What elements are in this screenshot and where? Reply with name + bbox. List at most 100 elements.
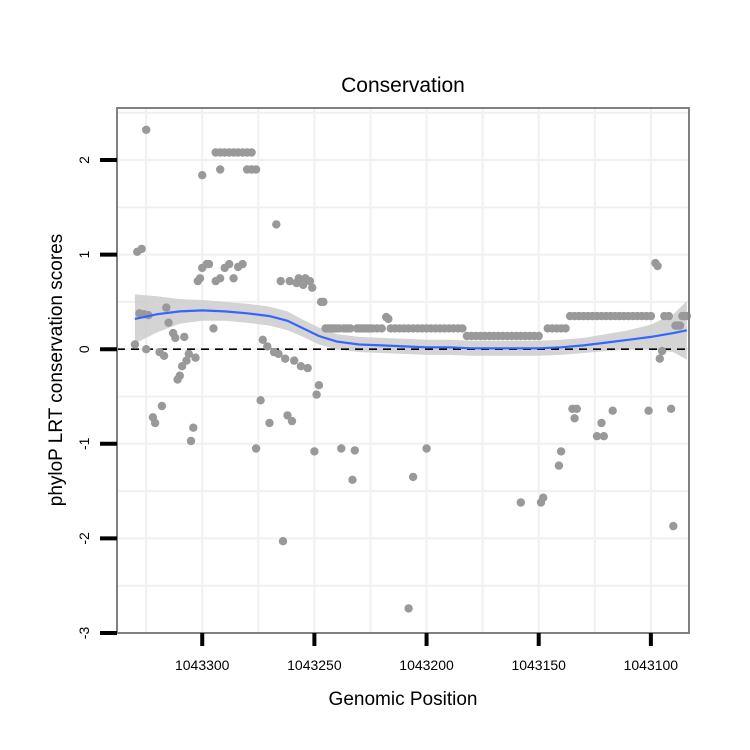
smooth-line-layer [134, 309, 688, 350]
data-point [258, 335, 267, 344]
data-point [191, 353, 200, 362]
data-point [305, 276, 315, 286]
x-tick-label: 1043300 [175, 657, 230, 673]
data-point [142, 345, 151, 354]
data-point [290, 356, 299, 365]
confidence-band-layer [134, 294, 687, 360]
x-tick-label: 1043100 [624, 657, 679, 673]
data-point [599, 432, 608, 441]
grid [117, 108, 689, 633]
chart-title: Conservation [341, 74, 465, 97]
x-axis: 1043300 1043250 1043200 1043150 1043100 [175, 633, 678, 673]
y-tick-label: -1 [76, 437, 92, 450]
data-point [384, 314, 393, 324]
data-point [162, 303, 171, 312]
y-tick-label: 0 [76, 345, 92, 353]
data-point [657, 346, 667, 356]
data-point [310, 447, 319, 456]
data-point [646, 311, 656, 321]
data-point [150, 418, 160, 428]
data-point [137, 244, 146, 254]
panel-border [116, 107, 690, 634]
data-point [294, 274, 303, 283]
data-point [265, 418, 274, 428]
data-point [572, 404, 581, 413]
confidence-band [134, 294, 687, 360]
data-point [404, 604, 413, 613]
data-point [655, 354, 664, 363]
data-point [556, 447, 566, 456]
data-point [597, 418, 606, 428]
data-point [319, 297, 328, 307]
data-point [669, 521, 678, 531]
data-point [608, 406, 617, 415]
data-point [171, 333, 180, 343]
data-point [251, 444, 261, 453]
data-point [408, 472, 418, 482]
data-point [216, 274, 225, 283]
data-point [198, 171, 207, 180]
data-point [180, 332, 189, 342]
data-point [263, 342, 272, 351]
data-point [247, 148, 256, 157]
data-point [458, 324, 467, 333]
data-point [287, 416, 297, 426]
data-point [272, 220, 281, 229]
data-point [653, 261, 662, 271]
data-point [296, 362, 306, 371]
x-tick-label: 1043150 [511, 657, 566, 673]
data-point [539, 493, 548, 502]
data-point [299, 280, 308, 290]
data-point [312, 390, 321, 399]
data-point [422, 444, 431, 453]
data-point [570, 414, 579, 423]
data-point [229, 274, 238, 283]
data-point [238, 259, 247, 269]
data-point [348, 475, 357, 484]
data-point [184, 349, 193, 359]
x-tick-label: 1043200 [399, 657, 454, 673]
data-point [285, 276, 294, 286]
data-point [377, 324, 386, 333]
data-point [274, 349, 283, 359]
y-tick-label: 1 [76, 251, 92, 259]
data-point [276, 276, 285, 286]
data-point [225, 259, 234, 269]
data-point [308, 283, 317, 292]
data-point [189, 423, 198, 432]
data-point [644, 406, 653, 415]
data-point [561, 324, 570, 333]
y-axis: -3 -2 -1 0 1 2 [76, 156, 117, 639]
data-point [216, 165, 225, 174]
data-point [516, 498, 525, 507]
data-point [157, 401, 167, 411]
data-point [256, 396, 265, 405]
y-tick-label: 2 [76, 156, 92, 164]
data-point [142, 125, 151, 134]
data-point [534, 331, 543, 341]
data-point [251, 165, 261, 174]
y-axis-label: phyloP LRT conservation scores [46, 234, 67, 507]
data-point [204, 259, 214, 269]
points-layer [130, 125, 691, 613]
data-point [592, 432, 602, 441]
data-point [283, 411, 292, 420]
data-point [337, 444, 346, 453]
data-point [175, 371, 184, 380]
data-point [675, 321, 685, 330]
data-point [209, 324, 218, 333]
data-point [159, 351, 169, 360]
data-point [303, 363, 312, 373]
data-point [195, 274, 205, 283]
data-point [314, 381, 324, 390]
y-tick-label: -3 [76, 627, 92, 640]
data-point [182, 356, 191, 365]
smooth-line [134, 309, 688, 350]
data-point [164, 318, 173, 327]
data-point [281, 354, 290, 363]
data-point [346, 324, 355, 333]
x-axis-label: Genomic Position [329, 689, 478, 710]
data-point [666, 404, 676, 413]
